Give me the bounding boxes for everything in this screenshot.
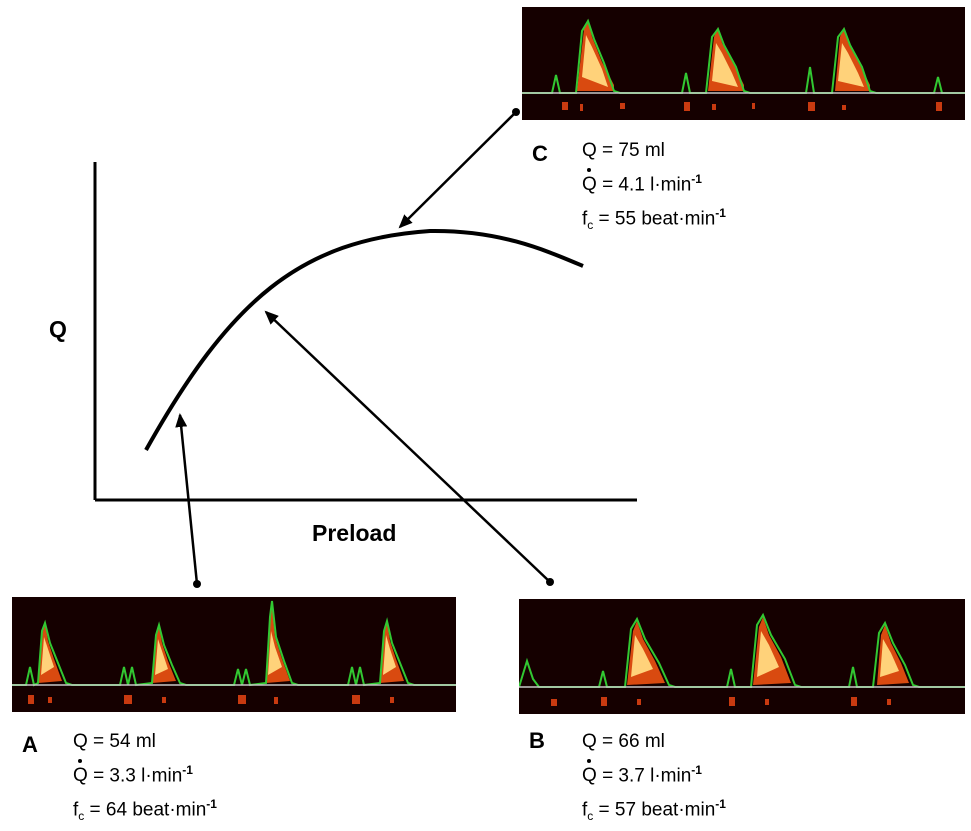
- panel-a-cardiac-output: Q = 3.3 l·min-1: [73, 756, 217, 790]
- doppler-panel-b: [519, 599, 965, 714]
- panel-b-stats: Q = 66 ml Q = 3.7 l·min-1 fc = 57 beat·m…: [582, 727, 726, 831]
- panel-a-letter: A: [22, 732, 38, 757]
- panel-c-stroke-volume: Q = 75 ml: [582, 140, 665, 161]
- doppler-panel-c: [522, 7, 965, 120]
- panel-c-letter: C: [532, 141, 548, 166]
- doppler-c-envelope: [522, 18, 965, 94]
- doppler-b-noise: [551, 697, 891, 706]
- panel-a-qdot-symbol: Q: [73, 759, 88, 790]
- panel-c-hr-symbol: f: [582, 208, 588, 230]
- panel-a-hr-exp: -1: [206, 797, 217, 812]
- arrow-a: [175, 413, 199, 585]
- panel-c-heart-rate: fc = 55 beat·min-1: [582, 199, 726, 240]
- panel-b-hr-symbol: f: [582, 799, 588, 821]
- starling-curve: [144, 228, 584, 451]
- diagram-canvas: [93, 108, 637, 588]
- panel-b-cardiac-output-exp: -1: [691, 763, 702, 777]
- panel-c-hr-sub: c: [587, 218, 594, 233]
- doppler-c-beat-3: [835, 27, 870, 91]
- panel-b-hr-value: = 57 beat·min: [593, 799, 716, 821]
- panel-a-stroke-volume: Q = 54 ml: [73, 731, 156, 752]
- panel-c-cardiac-output-value: = 4.1 l·min: [602, 174, 692, 196]
- panel-c-cardiac-output: Q = 4.1 l·min-1: [582, 165, 726, 199]
- doppler-a-beats: [38, 605, 404, 683]
- panel-c-cardiac-output-exp: -1: [691, 172, 702, 186]
- x-axis-label: Preload: [312, 520, 397, 546]
- panel-b-stroke-volume: Q = 66 ml: [582, 731, 665, 752]
- doppler-panel-a: [12, 597, 456, 712]
- doppler-a-noise: [28, 695, 394, 704]
- arrow-c: [398, 111, 517, 229]
- panel-a-hr-symbol: f: [73, 799, 79, 821]
- doppler-c-beat-2: [708, 27, 744, 91]
- doppler-b-beats: [627, 617, 909, 685]
- frank-starling-figure: Q Preload: [12, 7, 965, 823]
- panel-b-cardiac-output: Q = 3.7 l·min-1: [582, 756, 726, 790]
- doppler-c-noise: [562, 102, 942, 111]
- panel-b-letter: B: [529, 728, 545, 753]
- panel-a-cardiac-output-exp: -1: [182, 763, 193, 777]
- panel-a-stats: Q = 54 ml Q = 3.3 l·min-1 fc = 64 beat·m…: [73, 727, 217, 831]
- panel-c-qdot-symbol: Q: [582, 168, 597, 199]
- arrow-b: [264, 310, 551, 583]
- panel-b-qdot-symbol: Q: [582, 759, 597, 790]
- panel-a-cardiac-output-value: = 3.3 l·min: [93, 765, 183, 787]
- doppler-c-beat-1: [577, 19, 614, 91]
- panel-b-hr-exp: -1: [715, 797, 726, 812]
- panel-a-hr-value: = 64 beat·min: [84, 799, 207, 821]
- panel-c-hr-exp: -1: [715, 206, 726, 221]
- panel-c-stats: Q = 75 ml Q = 4.1 l·min-1 fc = 55 beat·m…: [582, 136, 726, 240]
- y-axis-label: Q: [49, 316, 67, 342]
- panel-b-cardiac-output-value: = 3.7 l·min: [602, 765, 692, 787]
- panel-c-hr-value: = 55 beat·min: [593, 208, 716, 230]
